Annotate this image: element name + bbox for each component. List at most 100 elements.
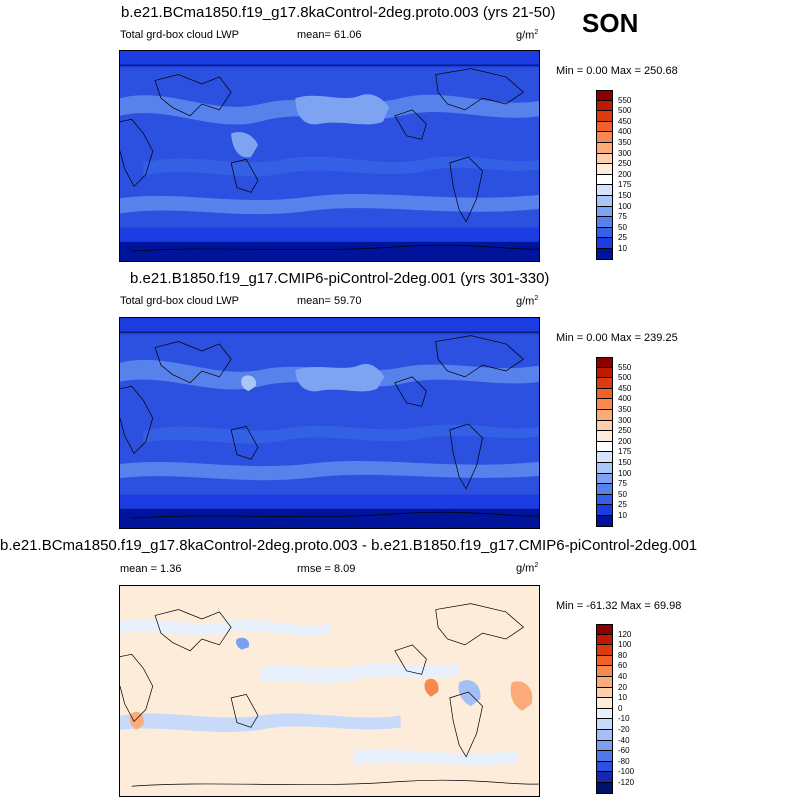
panel1-colorbar-label: 150 [618, 191, 632, 200]
panel2-colorbar-label: 10 [618, 511, 627, 520]
panel1-colorbar-label: 500 [618, 106, 632, 116]
panel2-mean: mean= 59.70 [297, 295, 362, 307]
panel1-colorbar-label: 300 [618, 148, 632, 158]
panel3-colorbar-swatch [596, 740, 613, 752]
panel2-colorbar-swatch [596, 357, 613, 368]
panel1-colorbar-label: 400 [618, 127, 632, 137]
panel3-rmse: rmse = 8.09 [297, 563, 356, 575]
panel3-colorbar-swatch [596, 698, 613, 709]
panel3-colorbar-swatch [596, 687, 613, 699]
panel2-colorbar-swatch [596, 388, 613, 400]
panel1-minmax: Min = 0.00 Max = 250.68 [556, 65, 678, 77]
panel1-units: g/m2 [516, 29, 539, 42]
panel3-colorbar-swatch [596, 730, 613, 741]
panel1-colorbar-label: 25 [618, 233, 627, 243]
panel1-colorbar-label: 175 [618, 180, 632, 190]
panel3-colorbar-label: -60 [618, 746, 630, 756]
panel2-colorbar-label: 100 [618, 468, 632, 478]
panel2-colorbar-label: 350 [618, 405, 632, 414]
panel2-colorbar-swatch [596, 399, 613, 410]
panel2-colorbar: 550 500 450 400 350 300 250 200 175 150 … [596, 357, 656, 527]
panel2-colorbar-label: 300 [618, 415, 632, 425]
panel1-colorbar-swatch [596, 132, 613, 143]
panel2-variable: Total grd-box cloud LWP [120, 295, 240, 307]
panel3-colorbar-label: 100 [618, 640, 632, 650]
panel2-colorbar-swatch [596, 378, 613, 389]
panel1-colorbar-label: 250 [618, 159, 632, 169]
panel2-colorbar-swatch [596, 420, 613, 432]
panel3-colorbar-label: -10 [618, 714, 630, 724]
panel3-colorbar-swatch [596, 624, 613, 635]
panel1-colorbar-swatch [596, 164, 613, 175]
panel1-colorbar-label: 200 [618, 169, 632, 179]
panel3-colorbar-label: 20 [618, 682, 627, 692]
panel1-colorbar-swatch [596, 238, 613, 249]
panel3-colorbar-label: -20 [618, 725, 630, 734]
panel3-colorbar-swatch [596, 761, 613, 773]
panel3-colorbar-swatch [596, 708, 613, 720]
panel1-colorbar-label: 350 [618, 138, 632, 147]
panel1-colorbar-swatch [596, 185, 613, 196]
panel2-colorbar-label: 175 [618, 447, 632, 457]
panel1-colorbar-swatch [596, 249, 613, 260]
panel2-colorbar-swatch [596, 463, 613, 474]
panel2-colorbar-label: 250 [618, 426, 632, 436]
panel3-colorbar-label: 0 [618, 703, 623, 713]
panel2-minmax: Min = 0.00 Max = 239.25 [556, 332, 678, 344]
panel2-title: b.e21.B1850.f19_g17.CMIP6-piControl-2deg… [130, 270, 550, 287]
panel3-colorbar-label: -40 [618, 735, 630, 745]
panel2-colorbar-swatch [596, 494, 613, 506]
panel3-colorbar-swatch [596, 634, 613, 646]
panel1-colorbar-swatch [596, 196, 613, 207]
season-label: SON [582, 8, 639, 38]
panel1-map [119, 50, 540, 262]
panel3-colorbar-label: -100 [618, 767, 635, 777]
panel1-colorbar-swatch [596, 153, 613, 165]
panel2-map-svg [120, 318, 539, 528]
panel1-colorbar: 550 500 450 400 350 300 250 200 175 150 … [596, 90, 656, 260]
panel2-colorbar-swatch [596, 441, 613, 453]
panel2-colorbar-swatch [596, 516, 613, 527]
panel3-colorbar-swatch [596, 719, 613, 730]
panel2-colorbar-label: 75 [618, 479, 627, 489]
panel1-colorbar-swatch [596, 174, 613, 186]
panel3-colorbar-label: 10 [618, 693, 627, 703]
panel1-colorbar-label: 50 [618, 222, 627, 232]
panel1-colorbar-swatch [596, 227, 613, 239]
panel2-colorbar-swatch [596, 431, 613, 442]
panel2-units: g/m2 [516, 295, 539, 308]
panel1-colorbar-label: 550 [618, 95, 632, 105]
panel3-colorbar-swatch [596, 655, 613, 667]
panel3-colorbar-swatch [596, 783, 613, 794]
panel1-colorbar-label: 75 [618, 212, 627, 222]
panel2-colorbar-swatch [596, 505, 613, 516]
panel1-colorbar-label: 10 [618, 244, 627, 253]
panel2-colorbar-label: 200 [618, 436, 632, 446]
panel2-colorbar-swatch [596, 452, 613, 463]
panel3-map-svg [120, 586, 539, 796]
panel3-minmax: Min = -61.32 Max = 69.98 [556, 600, 682, 612]
panel1-variable: Total grd-box cloud LWP [120, 29, 240, 41]
panel2-colorbar-label: 400 [618, 394, 632, 404]
panel1-colorbar-swatch [596, 100, 613, 112]
panel3-colorbar-swatch [596, 666, 613, 677]
panel3-colorbar-label: 120 [618, 629, 632, 639]
panel3-title: b.e21.BCma1850.f19_g17.8kaControl-2deg.p… [0, 537, 698, 554]
panel2-colorbar-label: 500 [618, 373, 632, 383]
panel1-colorbar-swatch [596, 111, 613, 122]
panel3-colorbar-label: 80 [618, 650, 627, 660]
panel3-colorbar-label: 40 [618, 672, 627, 681]
panel1-colorbar-swatch [596, 217, 613, 228]
panel2-colorbar-swatch [596, 473, 613, 485]
panel1-colorbar-swatch [596, 143, 613, 154]
panel2-colorbar-swatch [596, 367, 613, 379]
panel3-colorbar-swatch [596, 751, 613, 762]
panel3-colorbar-label: -80 [618, 756, 630, 766]
panel3-map [119, 585, 540, 797]
panel1-title: b.e21.BCma1850.f19_g17.8kaControl-2deg.p… [121, 4, 556, 21]
panel2-colorbar-label: 450 [618, 383, 632, 393]
panel2-colorbar-swatch [596, 484, 613, 495]
panel3-colorbar-label: -120 [618, 778, 635, 787]
panel3-colorbar-label: 60 [618, 661, 627, 671]
panel2-colorbar-label: 150 [618, 458, 632, 467]
